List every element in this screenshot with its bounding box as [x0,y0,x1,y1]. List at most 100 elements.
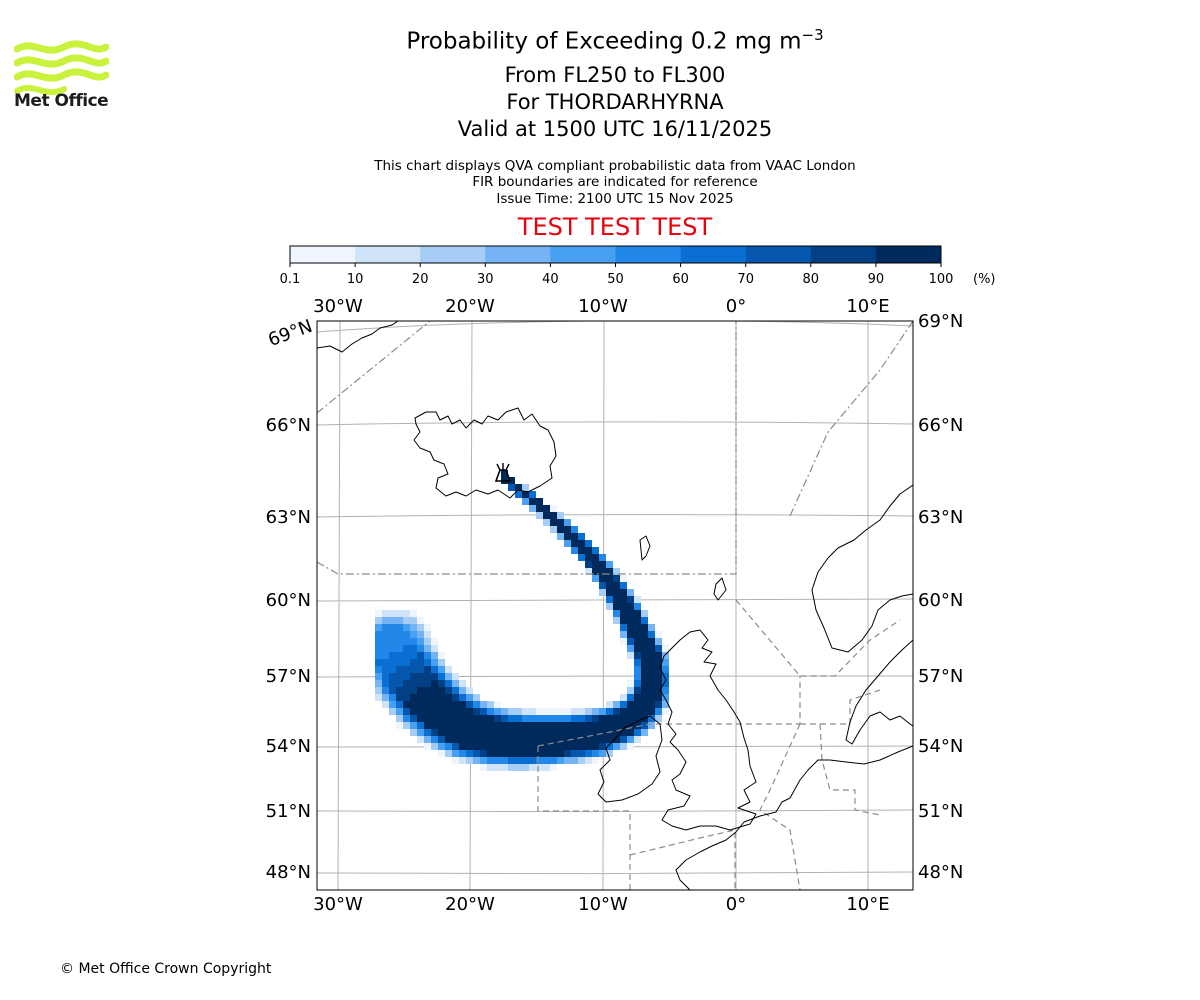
plume-cell [543,729,550,736]
plume-cell [438,659,445,666]
logo-text: Met Office [14,91,109,111]
plume-cell [403,659,410,666]
plume-cell [515,750,522,757]
plume-cell [648,722,655,729]
coastlines [317,321,913,890]
plume-cell [494,757,501,764]
colorbar-unit-label: (%) [973,272,996,287]
plume-cell [466,743,473,750]
plume-cell [382,624,389,631]
colorbar-tick-label: 50 [607,272,624,287]
plume-cell [424,645,431,652]
plume-cell [487,729,494,736]
plume-cell [620,603,627,610]
plume-cell [375,610,382,617]
plume-cell [389,645,396,652]
plume-cell [396,652,403,659]
plume-cell [662,694,669,701]
plume-cell [536,764,543,771]
fir-boundary-bodo [789,321,913,517]
plume-cell [627,694,634,701]
plume-cell [627,715,634,722]
plume-cell [396,666,403,673]
plume-cell [620,736,627,743]
plume-cell [424,652,431,659]
plume-cell [452,687,459,694]
plume-cell [634,659,641,666]
plume-cell [473,708,480,715]
plume-cell [396,659,403,666]
plume-cell [452,729,459,736]
plume-cell [627,631,634,638]
plume-cell [578,729,585,736]
plume-cell [480,722,487,729]
colorbar-tick-label: 30 [477,272,494,287]
plume-cell [529,729,536,736]
plume-cell [494,729,501,736]
plume-cell [536,743,543,750]
plume-cell [543,722,550,729]
volcano-icon [494,463,512,482]
plume-cell [431,673,438,680]
plume-cell [550,526,557,533]
plume-cell [452,722,459,729]
plume-cell [585,554,592,561]
plume-cell [403,617,410,624]
plume-cell [445,687,452,694]
plume-cell [438,694,445,701]
plume-cell [410,729,417,736]
plume-cell [655,645,662,652]
plume-cell [585,750,592,757]
plume-cell [431,736,438,743]
subtitle-valid-time: Valid at 1500 UTC 16/11/2025 [457,117,773,141]
plume-cell [634,729,641,736]
plume-cell [389,652,396,659]
plume-cell [396,694,403,701]
plume-cell [529,750,536,757]
plume-cell [403,652,410,659]
plume-cell [410,624,417,631]
plume-cell [389,708,396,715]
plume-cell [431,729,438,736]
plume-cell [508,708,515,715]
plume-cell [382,617,389,624]
plume-cell [536,505,543,512]
plume-cell [571,708,578,715]
plume-cell [382,687,389,694]
plume-cell [382,701,389,708]
plume-cell [466,715,473,722]
plume-cell [634,631,641,638]
lat-label-right: 57°N [918,666,963,687]
plume-cell [438,652,445,659]
colorbar-swatch [680,246,747,263]
plume-cell [389,687,396,694]
map-area [317,321,913,890]
plume-cell [571,547,578,554]
plume-cell [445,736,452,743]
plume-cell [459,743,466,750]
plume-cell [620,743,627,750]
plume-cell [445,715,452,722]
meridian-30w [337,321,341,890]
plume-cell [438,722,445,729]
colorbar: 0.1 10 20 30 40 50 60 70 80 90 100 [280,245,953,287]
plume-cell [396,631,403,638]
plume-cell [508,757,515,764]
plume-cell [396,617,403,624]
plume-cell [620,610,627,617]
plume-cell [375,645,382,652]
plume-cell [592,561,599,568]
plume-cell [452,743,459,750]
plume-cell [585,729,592,736]
plume-cell [606,715,613,722]
plume-cell [557,526,564,533]
plume-cell [606,589,613,596]
plume-cell [641,666,648,673]
lon-label-bottom: 10°W [578,894,628,915]
plume-cell [592,736,599,743]
plume-cell [620,624,627,631]
plume-cell [557,729,564,736]
plume-cell [578,743,585,750]
plume-cell [557,512,564,519]
plume-cell [550,757,557,764]
